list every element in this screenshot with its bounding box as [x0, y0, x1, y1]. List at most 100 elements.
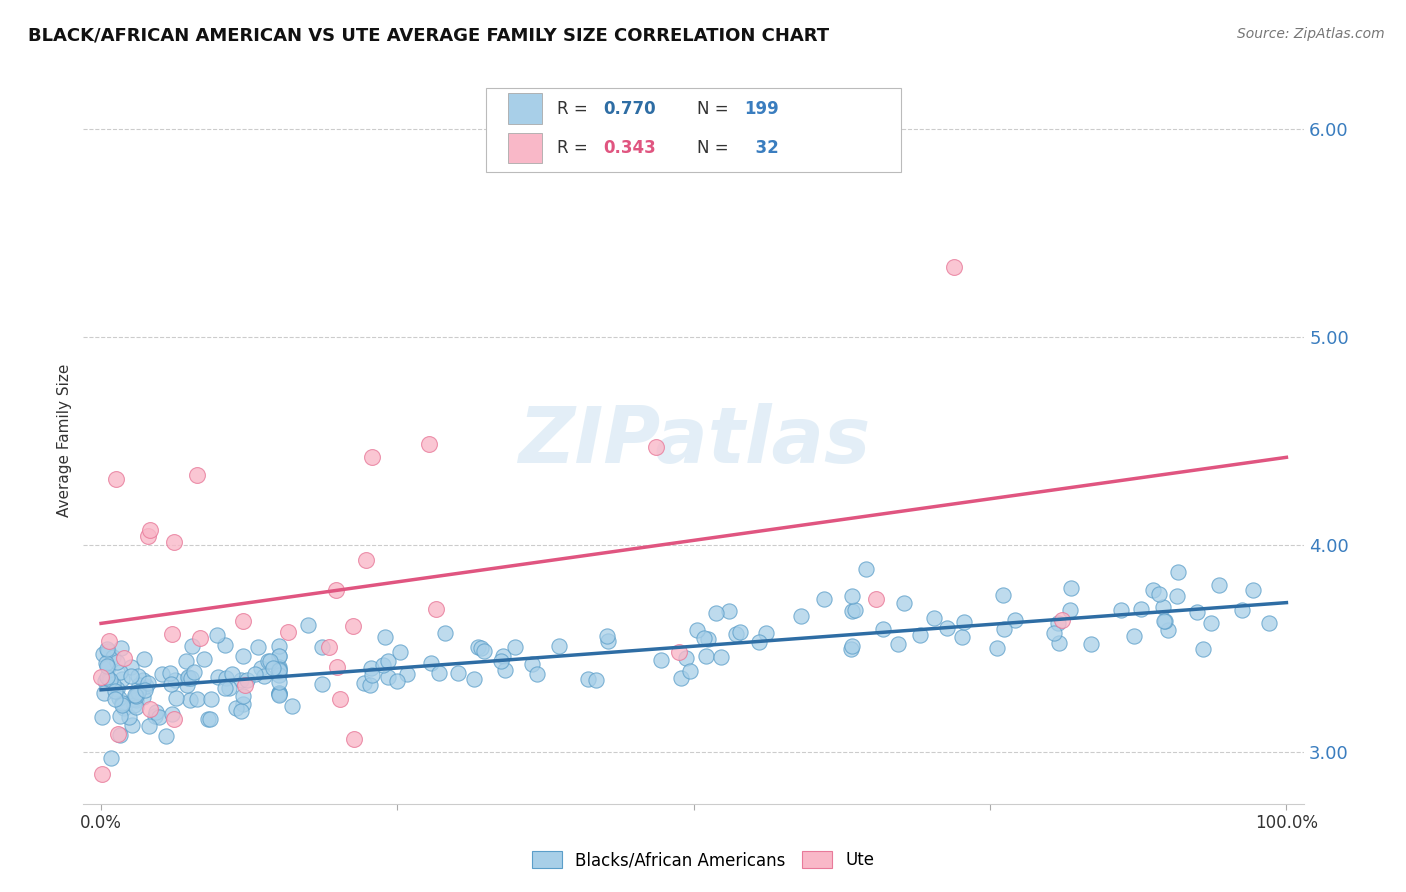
- Point: [193, 652, 215, 666]
- Point: [214, 638, 236, 652]
- Point: [101, 677, 124, 691]
- Point: [218, 681, 240, 695]
- Point: [94, 674, 117, 689]
- Point: [139, 702, 162, 716]
- Point: [243, 666, 266, 681]
- Point: [135, 679, 157, 693]
- Point: [887, 637, 910, 651]
- Point: [186, 468, 208, 483]
- Point: [418, 437, 440, 451]
- Text: Source: ZipAtlas.com: Source: ZipAtlas.com: [1237, 27, 1385, 41]
- Point: [576, 673, 599, 687]
- Point: [233, 678, 256, 692]
- Point: [377, 670, 399, 684]
- Point: [221, 666, 243, 681]
- Point: [236, 673, 259, 687]
- Point: [1059, 602, 1081, 616]
- Point: [1201, 616, 1223, 631]
- Text: R =: R =: [557, 139, 593, 157]
- Point: [1241, 582, 1264, 597]
- Point: [596, 629, 619, 643]
- Point: [112, 701, 135, 715]
- Point: [232, 614, 254, 628]
- FancyBboxPatch shape: [486, 88, 901, 172]
- Point: [1157, 623, 1180, 637]
- Point: [267, 688, 290, 702]
- Point: [704, 606, 727, 620]
- Point: [1192, 642, 1215, 657]
- Point: [127, 669, 149, 683]
- Point: [1080, 637, 1102, 651]
- Point: [111, 698, 134, 712]
- Point: [267, 660, 290, 674]
- Point: [267, 674, 290, 689]
- Point: [596, 634, 619, 648]
- Point: [360, 661, 382, 675]
- Point: [755, 626, 778, 640]
- Point: [163, 534, 186, 549]
- Point: [841, 639, 863, 653]
- Point: [90, 767, 112, 781]
- Point: [134, 652, 156, 666]
- Point: [395, 666, 418, 681]
- Point: [257, 654, 280, 668]
- Point: [127, 684, 149, 698]
- Point: [110, 665, 132, 679]
- Point: [695, 648, 717, 663]
- Point: [472, 644, 495, 658]
- Text: BLACK/AFRICAN AMERICAN VS UTE AVERAGE FAMILY SIZE CORRELATION CHART: BLACK/AFRICAN AMERICAN VS UTE AVERAGE FA…: [28, 27, 830, 45]
- Point: [329, 692, 352, 706]
- Point: [148, 710, 170, 724]
- Point: [100, 750, 122, 764]
- Point: [281, 698, 304, 713]
- Point: [122, 691, 145, 706]
- Point: [1123, 629, 1146, 643]
- Text: 32: 32: [744, 139, 779, 157]
- Point: [371, 658, 394, 673]
- Point: [1052, 614, 1074, 628]
- Point: [585, 673, 607, 687]
- Point: [96, 658, 118, 673]
- Point: [855, 562, 877, 576]
- Point: [491, 654, 513, 668]
- Point: [231, 673, 253, 688]
- Point: [134, 683, 156, 698]
- Point: [893, 596, 915, 610]
- Point: [1153, 614, 1175, 628]
- Point: [748, 634, 770, 648]
- Point: [503, 640, 526, 654]
- Point: [124, 688, 146, 702]
- Point: [163, 712, 186, 726]
- Point: [181, 639, 204, 653]
- Point: [98, 673, 121, 687]
- Point: [136, 529, 159, 543]
- Point: [105, 655, 128, 669]
- Point: [110, 709, 132, 723]
- Text: ZIPatlas: ZIPatlas: [517, 402, 870, 479]
- Point: [361, 668, 384, 682]
- Point: [492, 649, 515, 664]
- Point: [717, 603, 740, 617]
- Point: [180, 672, 202, 686]
- Point: [177, 671, 200, 685]
- Point: [150, 666, 173, 681]
- Point: [1258, 616, 1281, 631]
- Y-axis label: Average Family Size: Average Family Size: [58, 364, 72, 517]
- Point: [844, 603, 866, 617]
- FancyBboxPatch shape: [508, 94, 543, 124]
- Point: [90, 709, 112, 723]
- Point: [253, 669, 276, 683]
- Point: [1130, 601, 1153, 615]
- Point: [686, 623, 709, 637]
- Point: [120, 669, 142, 683]
- Point: [250, 660, 273, 674]
- Point: [160, 627, 183, 641]
- Point: [935, 621, 957, 635]
- Point: [111, 673, 134, 687]
- Point: [225, 701, 247, 715]
- Point: [122, 698, 145, 712]
- Point: [143, 709, 166, 723]
- Text: 0.343: 0.343: [603, 139, 657, 157]
- Point: [730, 624, 752, 639]
- Point: [1111, 603, 1133, 617]
